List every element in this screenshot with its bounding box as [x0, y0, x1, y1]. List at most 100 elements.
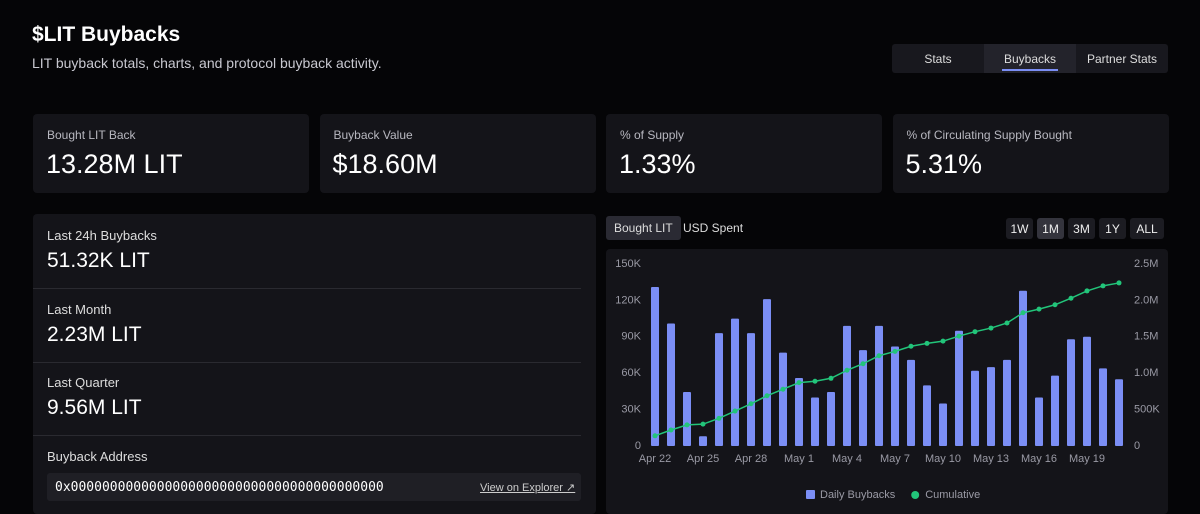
y2-tick-label: 0 [1134, 440, 1140, 452]
bar [987, 367, 995, 446]
y2-tick-label: 2.0M [1134, 294, 1158, 306]
range-button[interactable]: 1Y [1099, 218, 1126, 239]
summary-label: Last Month [47, 301, 112, 317]
tab[interactable]: Stats [924, 51, 952, 66]
title: $LIT Buybacks [32, 23, 181, 46]
line-point [828, 375, 834, 381]
bar [731, 318, 739, 446]
stat-card [319, 114, 596, 193]
line-point [972, 329, 978, 335]
range-button[interactable]: 1M [1037, 218, 1064, 239]
line-point [956, 333, 962, 339]
line-point [764, 393, 770, 399]
stat-label: Bought LIT Back [47, 128, 136, 142]
bar [939, 403, 947, 446]
bar [779, 352, 787, 446]
y-tick-label: 150K [615, 258, 641, 270]
chart-tab[interactable]: Bought LIT [606, 216, 681, 240]
line-point [860, 361, 866, 367]
y2-tick-label: 1.5M [1134, 331, 1158, 343]
bar [667, 323, 675, 446]
legend-swatch [911, 491, 920, 499]
stat-card [892, 114, 1169, 193]
range-button[interactable]: 1W [1006, 218, 1033, 239]
line-point [892, 348, 898, 354]
stat-card [606, 114, 882, 193]
line-point [748, 401, 754, 407]
summary-value: 51.32K LIT [47, 249, 150, 272]
bar [1083, 336, 1091, 446]
divider [33, 361, 581, 363]
bar [971, 370, 979, 446]
x-tick-label: May 10 [925, 453, 961, 465]
tab[interactable]: Buybacks [984, 44, 1076, 73]
line-point [1036, 306, 1042, 312]
bar [747, 333, 755, 446]
chart-tab[interactable]: USD Spent [683, 221, 744, 235]
x-tick-label: Apr 28 [735, 453, 767, 465]
line-point [924, 340, 930, 346]
legend-swatch [806, 490, 815, 499]
bar [699, 436, 707, 446]
bar [827, 392, 835, 446]
x-tick-label: Apr 22 [639, 453, 671, 465]
line-point [1084, 288, 1090, 294]
summary-value: 9.56M LIT [47, 396, 142, 419]
bar [763, 299, 771, 446]
tab[interactable]: Partner Stats [1086, 51, 1158, 66]
address-box [47, 473, 581, 501]
x-tick-label: May 7 [880, 453, 910, 465]
line-point [1068, 295, 1074, 301]
bar [891, 346, 899, 446]
address: 0x00000000000000000000000000000000000000… [55, 480, 384, 495]
range-button[interactable]: ALL [1130, 218, 1164, 239]
bar [811, 397, 819, 446]
explorer-link[interactable]: View on Explorer ↗ [480, 482, 576, 494]
y2-tick-label: 500K [1134, 404, 1160, 416]
address-label: Buyback Address [47, 449, 148, 464]
summary-panel [33, 214, 596, 514]
x-tick-label: May 1 [784, 453, 814, 465]
line-point [812, 378, 818, 384]
bar [1003, 359, 1011, 446]
line [654, 282, 1120, 437]
x-tick-label: May 13 [973, 453, 1009, 465]
stat-value: 13.28M LIT [46, 149, 183, 179]
tab-bar: Stats Buybacks Partner Stats [892, 44, 1168, 73]
stat-card [33, 114, 309, 193]
range-button[interactable]: 3M [1068, 218, 1095, 239]
stat-value: 1.33% [619, 149, 696, 179]
line-point [1116, 280, 1122, 286]
y-tick-label: 60K [621, 367, 641, 379]
summary-label: Last Quarter [47, 375, 120, 390]
y2-tick-label: 2.5M [1134, 258, 1158, 270]
line-point [700, 421, 706, 427]
line-point [732, 408, 738, 414]
bar [795, 378, 803, 446]
bar [1035, 397, 1043, 446]
bar [875, 325, 883, 446]
line-point [716, 415, 722, 421]
line-point [780, 386, 786, 392]
bar [955, 330, 963, 446]
line-point [652, 433, 658, 439]
summary-label: Last 24h Buybacks [47, 228, 157, 243]
stat-value: $18.60M [332, 149, 438, 179]
divider [33, 435, 581, 436]
y-tick-label: 90K [621, 331, 641, 343]
stat-label: % of Circulating Supply Bought [906, 128, 1072, 142]
stat-label: Buyback Value [333, 128, 413, 142]
y2-tick-label: 1.0M [1134, 367, 1158, 379]
bar [1019, 290, 1027, 446]
bar [1067, 339, 1075, 446]
line-point [668, 427, 674, 433]
bar [859, 350, 867, 446]
subtitle: LIT buyback totals, charts, and protocol… [32, 55, 382, 71]
line-point [988, 325, 994, 331]
line-point [940, 338, 946, 344]
line-point [908, 343, 914, 349]
line-point [876, 353, 882, 359]
x-tick-label: May 19 [1069, 453, 1105, 465]
line-point [1004, 320, 1010, 326]
